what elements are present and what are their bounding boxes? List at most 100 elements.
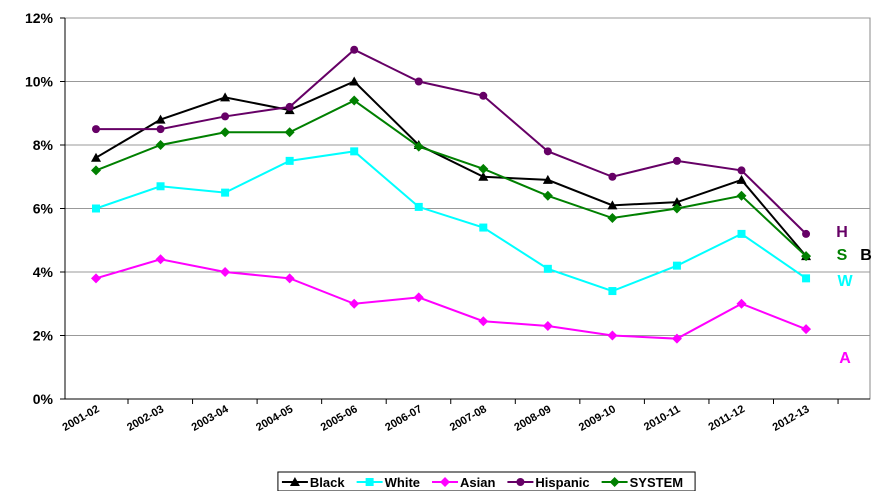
marker (220, 92, 231, 102)
marker (349, 76, 360, 86)
y-tick-label: 8% (33, 137, 54, 153)
legend-item: Black (281, 475, 345, 490)
marker (350, 45, 359, 54)
legend-item: Asian (432, 475, 495, 490)
marker (349, 95, 360, 106)
marker (802, 274, 811, 283)
marker (607, 200, 618, 210)
marker (737, 166, 746, 175)
legend: Black White Asian Hispanic SYSTEM (277, 471, 696, 491)
marker (672, 156, 681, 165)
legend-label: White (385, 475, 420, 490)
marker (91, 152, 101, 162)
legend-label: Hispanic (535, 475, 589, 490)
x-tick-label: 2002-03 (125, 403, 166, 434)
marker (414, 77, 423, 86)
x-tick-label: 2004-05 (254, 403, 295, 434)
marker (413, 141, 424, 152)
marker (92, 125, 100, 134)
legend-label: Black (310, 475, 345, 490)
annotation: W (837, 273, 853, 290)
marker (801, 324, 812, 335)
legend-item: White (356, 475, 420, 490)
series-line (95, 150, 807, 293)
x-tick-label: 2008-09 (512, 403, 553, 434)
marker (221, 112, 230, 121)
marker (156, 182, 165, 191)
marker (802, 229, 811, 238)
marker (516, 478, 525, 486)
marker (801, 251, 812, 262)
marker (543, 264, 552, 273)
y-tick-label: 2% (33, 328, 54, 344)
marker (350, 147, 359, 156)
marker (478, 316, 489, 327)
marker (479, 223, 488, 232)
x-tick-label: 2006-07 (383, 403, 424, 434)
series-line (95, 80, 807, 257)
x-tick-label: 2005-06 (319, 403, 360, 434)
marker (155, 140, 166, 150)
marker (92, 204, 100, 213)
marker (414, 202, 423, 211)
annotation: H (836, 224, 848, 241)
marker (607, 213, 618, 224)
marker (284, 127, 295, 138)
y-tick-label: 0% (33, 391, 54, 407)
marker (349, 298, 360, 309)
marker (285, 156, 294, 165)
marker (736, 174, 747, 184)
marker (156, 125, 165, 134)
marker (284, 273, 295, 284)
annotation: S (837, 247, 848, 264)
marker (91, 165, 101, 176)
marker (671, 333, 682, 344)
x-tick-label: 2011-12 (707, 403, 747, 433)
marker (413, 292, 424, 303)
marker (736, 298, 747, 309)
marker (289, 477, 300, 486)
marker (607, 330, 618, 341)
marker (91, 273, 101, 284)
x-tick-label: 2003-04 (190, 403, 232, 434)
marker (155, 254, 166, 265)
annotation: A (839, 350, 851, 367)
marker (155, 114, 166, 124)
marker (220, 127, 231, 138)
marker (542, 320, 553, 331)
marker (478, 171, 489, 181)
marker (608, 287, 617, 296)
marker (609, 477, 620, 487)
marker (285, 102, 294, 111)
x-tick-label: 2001-02 (61, 403, 102, 434)
marker (543, 147, 552, 156)
marker (542, 174, 553, 184)
marker (672, 261, 681, 270)
marker (479, 91, 488, 100)
marker (365, 478, 374, 486)
y-tick-label: 10% (25, 74, 54, 90)
marker (542, 190, 553, 201)
marker (220, 267, 231, 277)
x-tick-label: 2010-11 (642, 403, 682, 433)
series-line (95, 258, 807, 340)
marker (221, 188, 230, 197)
series-line (96, 48, 807, 235)
marker (671, 197, 682, 207)
series-line (95, 99, 807, 257)
marker (478, 163, 489, 174)
x-tick-label: 2009-10 (577, 403, 618, 434)
y-tick-label: 4% (33, 264, 54, 280)
legend-item: SYSTEM (601, 475, 683, 490)
x-tick-label: 2007-08 (448, 403, 489, 434)
marker (671, 203, 682, 214)
y-tick-label: 12% (25, 10, 54, 26)
legend-label: SYSTEM (630, 475, 683, 490)
x-tick-label: 2012-13 (771, 403, 812, 434)
marker (440, 477, 451, 487)
annotation: B (860, 247, 872, 264)
legend-box (277, 471, 696, 491)
marker (737, 229, 746, 238)
y-tick-label: 6% (33, 201, 54, 217)
